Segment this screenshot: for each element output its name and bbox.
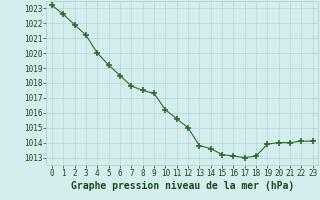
X-axis label: Graphe pression niveau de la mer (hPa): Graphe pression niveau de la mer (hPa) bbox=[71, 181, 294, 191]
